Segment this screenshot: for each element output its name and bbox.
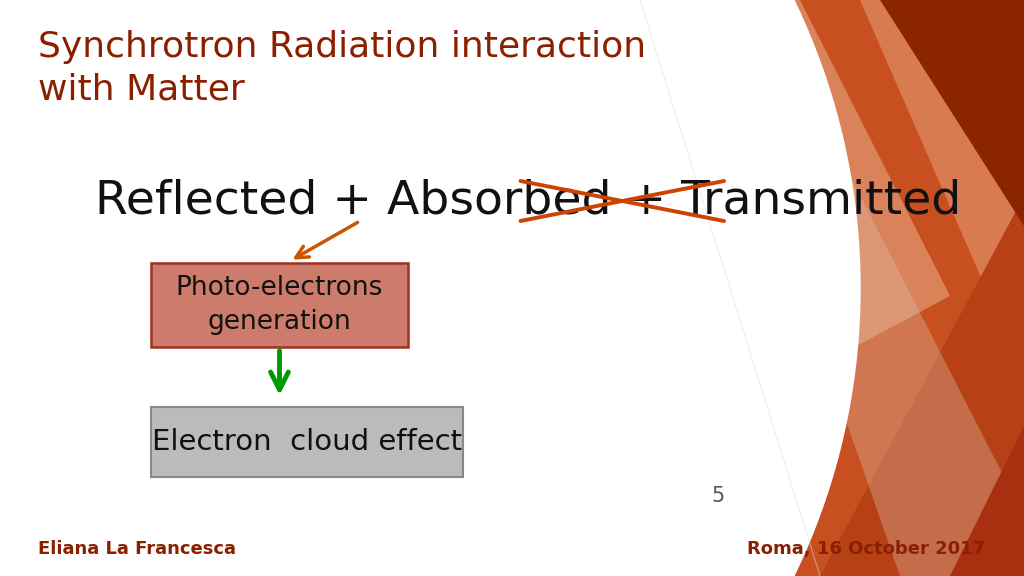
Text: Photo-electrons
generation: Photo-electrons generation xyxy=(176,275,383,335)
Bar xyxy=(0,0,620,576)
FancyBboxPatch shape xyxy=(151,263,408,347)
Text: Roma, 16 October 2017: Roma, 16 October 2017 xyxy=(746,540,985,558)
Circle shape xyxy=(0,0,860,576)
FancyBboxPatch shape xyxy=(151,407,463,477)
Text: Eliana La Francesca: Eliana La Francesca xyxy=(38,540,236,558)
Text: 5: 5 xyxy=(712,486,725,506)
Polygon shape xyxy=(650,0,1024,376)
Polygon shape xyxy=(750,426,1024,576)
Polygon shape xyxy=(820,196,1024,576)
Polygon shape xyxy=(880,0,1024,226)
Polygon shape xyxy=(700,0,1024,576)
Polygon shape xyxy=(680,0,1024,576)
Text: Synchrotron Radiation interaction
with Matter: Synchrotron Radiation interaction with M… xyxy=(38,30,646,106)
Text: Reflected + Absorbed + Transmitted: Reflected + Absorbed + Transmitted xyxy=(95,179,962,223)
Polygon shape xyxy=(600,0,950,376)
Polygon shape xyxy=(870,0,1024,576)
Text: Electron  cloud effect: Electron cloud effect xyxy=(152,428,462,456)
